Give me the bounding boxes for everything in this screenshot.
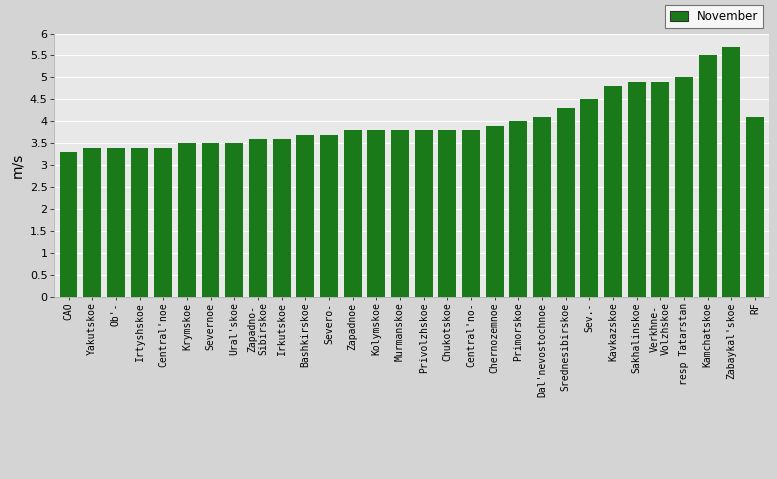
Bar [296,135,314,297]
Bar [415,130,433,297]
Bar [510,121,528,297]
Bar [605,86,622,297]
Bar [273,139,291,297]
Bar [391,130,409,297]
Bar [723,47,740,297]
Bar [131,148,148,297]
Bar [557,108,574,297]
Bar [155,148,172,297]
Bar [486,125,503,297]
Legend: November: November [665,5,763,28]
Bar [60,152,78,297]
Bar [320,135,338,297]
Bar [249,139,267,297]
Bar [651,82,669,297]
Bar [746,117,764,297]
Bar [202,143,219,297]
Bar [225,143,243,297]
Bar [83,148,101,297]
Bar [675,78,693,297]
Bar [178,143,196,297]
Bar [368,130,385,297]
Bar [533,117,551,297]
Bar [699,56,716,297]
Bar [343,130,361,297]
Bar [628,82,646,297]
Y-axis label: m/s: m/s [10,153,24,178]
Bar [107,148,125,297]
Bar [580,99,598,297]
Bar [462,130,480,297]
Bar [438,130,456,297]
